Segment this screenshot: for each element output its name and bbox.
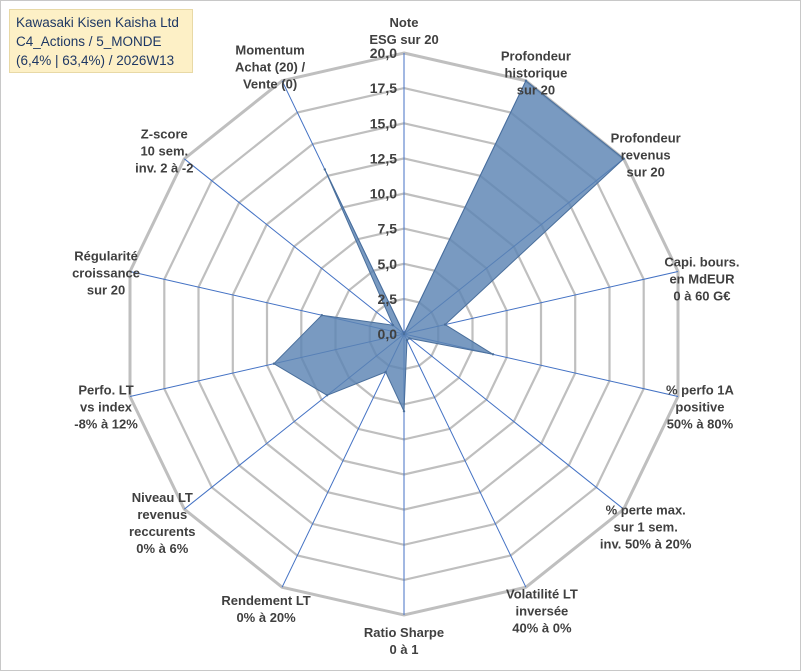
tick-label: 10,0 [370,186,397,202]
axis-label: Profondeur historique sur 20 [500,48,571,98]
title-detail: (6,4% | 63,4%) / 2026W13 [16,53,175,68]
axis-label: Régularité croissance sur 20 [72,248,140,298]
axis-label: % perfo 1A positive 50% à 80% [666,382,734,432]
series-layer [272,79,625,413]
axis-label: Z-score 10 sem. inv. 2 à -2 [135,126,194,176]
axis-label: Niveau LT revenus reccurents 0% à 6% [129,490,196,557]
tick-label: 17,5 [370,80,397,96]
data-point [402,410,406,413]
data-point [391,324,395,327]
title-segment: C4_Actions / 5_MONDE [16,34,162,49]
tick-label: 0,0 [378,326,398,342]
tick-label: 2,5 [378,291,398,307]
axis-label: Capi. bours. en MdEUR 0 à 60 G€ [664,254,740,304]
data-point [524,79,528,83]
axis-spoke [183,158,405,335]
axis-label: Profondeur revenus sur 20 [610,130,681,180]
data-point [384,370,387,374]
data-point [408,337,411,340]
axis-label: Ratio Sharpe 0 à 1 [363,625,445,657]
tick-labels: 0,0 2,5 5,0 7,5 10,0 12,5 15,0 17,5 20,0 [370,45,397,342]
axis-spoke [281,333,405,588]
axis-label: Momentum Achat (20) / Vente (0) [235,42,306,92]
axis-label: Note ESG sur 20 [369,15,439,47]
data-point [320,314,323,317]
title-company: Kawasaki Kisen Kaisha Ltd [16,15,179,30]
tick-label: 5,0 [378,256,398,272]
data-point [491,353,495,356]
axis-spoke [403,271,679,335]
axis-label: Volatilité LT inversée 40% à 0% [506,586,578,636]
data-point [443,323,447,326]
data-point [402,332,406,336]
tick-label: 15,0 [370,115,397,131]
title-box: Kawasaki Kisen Kaisha Ltd C4_Actions / 5… [9,9,193,73]
series-area [273,80,625,412]
axis-spoke [403,333,625,510]
axis-spoke [403,333,527,588]
data-point [323,168,326,171]
data-point [622,157,625,160]
data-point [405,339,409,342]
tick-label: 7,5 [378,221,398,237]
tick-label: 12,5 [370,150,397,166]
data-point [325,394,329,397]
axis-label: % perte max. sur 1 sem. inv. 50% à 20% [599,502,692,552]
axis-label: Rendement LT 0% à 20% [221,593,311,626]
tick-label: 20,0 [370,45,397,61]
data-point [272,362,276,365]
axis-label: Perfo. LT vs index -8% à 12% [74,382,138,432]
